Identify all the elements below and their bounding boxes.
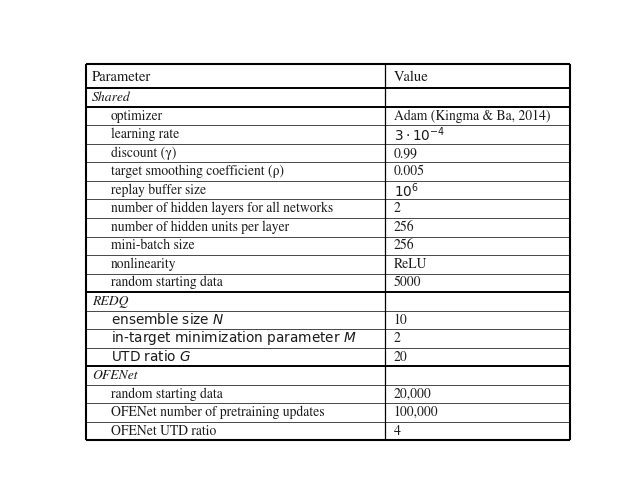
Text: Adam (Kingma & Ba, 2014): Adam (Kingma & Ba, 2014)	[394, 110, 550, 123]
Text: Parameter: Parameter	[92, 70, 151, 84]
Text: replay buffer size: replay buffer size	[111, 184, 206, 197]
Text: 0.005: 0.005	[394, 165, 425, 178]
Text: 100,000: 100,000	[394, 406, 438, 419]
Text: 20: 20	[394, 350, 408, 364]
Text: 256: 256	[394, 239, 415, 252]
Text: Shared: Shared	[92, 92, 131, 104]
Text: 20,000: 20,000	[394, 387, 432, 400]
Text: $10^6$: $10^6$	[394, 181, 419, 200]
Text: OFENet number of pretraining updates: OFENet number of pretraining updates	[111, 406, 324, 419]
Text: 256: 256	[394, 221, 415, 234]
Text: 4: 4	[394, 424, 401, 438]
Text: optimizer: optimizer	[111, 110, 163, 123]
Text: ReLU: ReLU	[394, 257, 428, 271]
Text: 2: 2	[394, 202, 401, 216]
Text: REDQ: REDQ	[92, 295, 129, 308]
Text: discount (γ): discount (γ)	[111, 146, 176, 160]
Text: $3 \cdot 10^{-4}$: $3 \cdot 10^{-4}$	[394, 125, 445, 144]
Text: target smoothing coefficient (ρ): target smoothing coefficient (ρ)	[111, 165, 284, 178]
Text: OFENet UTD ratio: OFENet UTD ratio	[111, 424, 216, 438]
Text: mini-batch size: mini-batch size	[111, 239, 195, 252]
Text: 5000: 5000	[394, 276, 422, 289]
Text: 10: 10	[394, 313, 408, 327]
Text: 2: 2	[394, 332, 401, 345]
Text: number of hidden layers for all networks: number of hidden layers for all networks	[111, 202, 333, 216]
Text: random starting data: random starting data	[111, 276, 223, 289]
Text: nonlinearity: nonlinearity	[111, 257, 176, 271]
Text: ensemble size $\mathit{N}$: ensemble size $\mathit{N}$	[111, 312, 224, 327]
Text: number of hidden units per layer: number of hidden units per layer	[111, 221, 289, 234]
Text: in-target minimization parameter $\mathit{M}$: in-target minimization parameter $\mathi…	[111, 329, 356, 347]
Text: learning rate: learning rate	[111, 128, 179, 141]
Text: OFENet: OFENet	[92, 369, 138, 381]
Text: Value: Value	[394, 70, 429, 84]
Text: 0.99: 0.99	[394, 146, 418, 160]
Text: random starting data: random starting data	[111, 387, 223, 400]
Text: UTD ratio $\mathit{G}$: UTD ratio $\mathit{G}$	[111, 350, 191, 365]
